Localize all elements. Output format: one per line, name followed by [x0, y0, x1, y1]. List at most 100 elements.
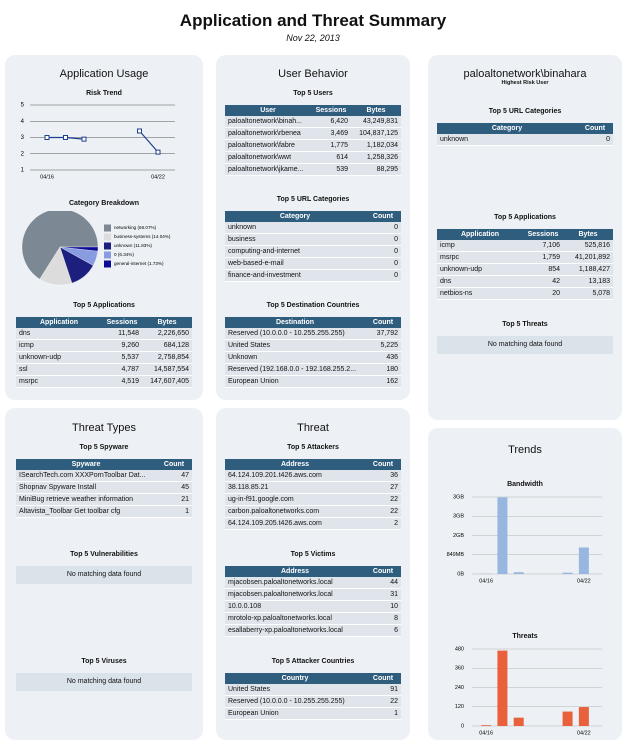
- table-row: msrpc 1,759 41,201,892: [437, 251, 613, 264]
- section-title: Top 5 Vulnerabilities: [70, 551, 138, 558]
- table-cell: 854: [523, 263, 563, 276]
- section-title: Top 5 Viruses: [81, 658, 127, 665]
- y-tick-label: 360: [455, 666, 464, 672]
- table-row: mjacobsen.paloaltonetworks.local 31: [225, 588, 401, 601]
- panel-title: Threat Types: [72, 422, 136, 434]
- y-tick-label: 4: [21, 119, 25, 125]
- table-cell: 47: [156, 470, 192, 482]
- bar: [562, 711, 573, 726]
- table-cell: Reserved (10.0.0.0 - 10.255.255.255): [225, 695, 365, 708]
- table-cell: 20: [523, 287, 563, 300]
- table-row: paloaltonetwork\rbenea 3,469 104,837,125: [225, 127, 401, 140]
- table-cell: 22: [365, 493, 401, 506]
- column-header: Country: [225, 673, 365, 684]
- trend-marker: [155, 149, 161, 155]
- table-cell: Altavista_Toolbar Get toolbar cfg: [16, 505, 156, 518]
- table-cell: esallaberry-xp.paloaltonetworks.local: [225, 624, 365, 637]
- table-cell: European Union: [225, 375, 365, 388]
- column-header: Address: [225, 566, 365, 577]
- table-row: dns 11,548 2,226,650: [16, 328, 192, 340]
- table-cell: unknown-udp: [16, 351, 102, 364]
- data-table: Spyware Count ISearchTech.com XXXPornToolb…: [16, 459, 192, 518]
- section-title: Bandwidth: [507, 481, 543, 488]
- chart: networking (66.07%) business-systems (14.…: [21, 211, 171, 286]
- legend-label: 0 (6.34%): [114, 252, 134, 257]
- table-cell: 6,420: [311, 116, 351, 128]
- table-row: European Union 162: [225, 375, 401, 388]
- table-cell: dns: [437, 275, 523, 288]
- table-cell: Reserved (192.168.0.0 - 192.168.255.2...: [225, 363, 365, 376]
- table-cell: 22: [365, 505, 401, 518]
- trend-line: [47, 130, 159, 153]
- table-row: Shopnav Spyware Install 45: [16, 481, 192, 494]
- table-cell: 0: [577, 134, 613, 146]
- header-row: Spyware Count: [16, 459, 192, 470]
- column-header: Bytes: [142, 317, 192, 328]
- column-header: Sessions: [523, 229, 563, 240]
- section-title: Category Breakdown: [68, 200, 140, 207]
- table-cell: msrpc: [437, 251, 523, 264]
- section-title: Top 5 Victims: [290, 551, 336, 558]
- table-row: MiniBug retrieve weather information 21: [16, 493, 192, 506]
- table-cell: Reserved (10.0.0.0 - 10.255.255.255): [225, 328, 365, 340]
- data-table: Address Count mjacobsen.paloaltonetworks.l…: [225, 566, 401, 637]
- data-table: Application Sessions Bytes icmp 7,106 525,816…: [437, 229, 613, 300]
- table-cell: 3,469: [311, 127, 351, 140]
- bar: [497, 497, 508, 574]
- table-cell: 27: [365, 481, 401, 494]
- y-tick-label: 0B: [457, 571, 464, 577]
- table-row: ssl 4,787 14,587,554: [16, 363, 192, 376]
- section-title: Risk Trend: [86, 90, 122, 97]
- bar: [497, 650, 508, 726]
- y-tick-label: 240: [455, 685, 464, 691]
- section-title: Top 5 Applications: [494, 214, 556, 221]
- table-row: European Union 1: [225, 707, 401, 720]
- table-cell: 7,106: [523, 240, 563, 252]
- header-row: Category Count: [225, 211, 401, 222]
- table-cell: 684,128: [142, 339, 192, 352]
- table-cell: MiniBug retrieve weather information: [16, 493, 156, 506]
- table-row: 64.124.109.201.t426.aws.com 36: [225, 470, 401, 482]
- legend-label: unknown (11.83%): [114, 243, 152, 248]
- pie-slice: [21, 211, 99, 280]
- table-cell: 5,225: [365, 339, 401, 352]
- table-cell: 1,188,427: [563, 263, 613, 276]
- table-row: 64.124.109.205.t426.aws.com 2: [225, 517, 401, 530]
- header-row: Address Count: [225, 459, 401, 470]
- table-cell: paloaltonetwork\fabre: [225, 139, 311, 152]
- panel: Threat Top 5 Attackers Address Count 64.124.…: [216, 408, 410, 740]
- y-tick-label: 480: [455, 646, 464, 652]
- table-row: Altavista_Toolbar Get toolbar cfg 1: [16, 505, 192, 518]
- column-header: Count: [156, 459, 192, 470]
- column-header: Sessions: [102, 317, 142, 328]
- table-cell: 1,258,326: [351, 151, 401, 164]
- legend-label: business-systems (14.04%): [114, 234, 171, 239]
- header-row: Category Count: [437, 123, 613, 134]
- x-tick-label: 04/16: [479, 578, 493, 584]
- table-cell: 64.124.109.205.t426.aws.com: [225, 517, 365, 530]
- table-cell: dns: [16, 328, 102, 340]
- data-table: Category Count unknown 0 business 0 computing-…: [225, 211, 401, 282]
- section: Top 5 Vulnerabilities No matching data fo…: [5, 550, 203, 584]
- table-row: unknown-udp 5,537 2,758,854: [16, 351, 192, 364]
- column-header: Bytes: [351, 105, 401, 116]
- table-row: paloaltonetwork\binah... 6,420 43,249,831: [225, 116, 401, 128]
- section-title: Top 5 Spyware: [79, 444, 129, 451]
- table-row: business 0: [225, 233, 401, 246]
- bar: [481, 725, 492, 726]
- table-cell: 5,078: [563, 287, 613, 300]
- table-cell: paloaltonetwork\rbenea: [225, 127, 311, 140]
- table-row: icmp 9,260 684,128: [16, 339, 192, 352]
- table-cell: 10.0.0.108: [225, 600, 365, 613]
- trend-marker: [81, 136, 87, 142]
- section: Top 5 URL Categories Category Count unknown…: [428, 107, 622, 146]
- section-title: Top 5 URL Categories: [488, 108, 562, 115]
- table-cell: ug-in-f91.google.com: [225, 493, 365, 506]
- table-row: finance-and-investment 0: [225, 269, 401, 282]
- table-cell: 180: [365, 363, 401, 376]
- section: Bandwidth 0B 849MB 2GB 3GB 3GB 04/16 04/22: [428, 480, 622, 588]
- table-cell: unknown: [225, 222, 365, 234]
- table-cell: 1: [365, 707, 401, 720]
- column-header: Bytes: [563, 229, 613, 240]
